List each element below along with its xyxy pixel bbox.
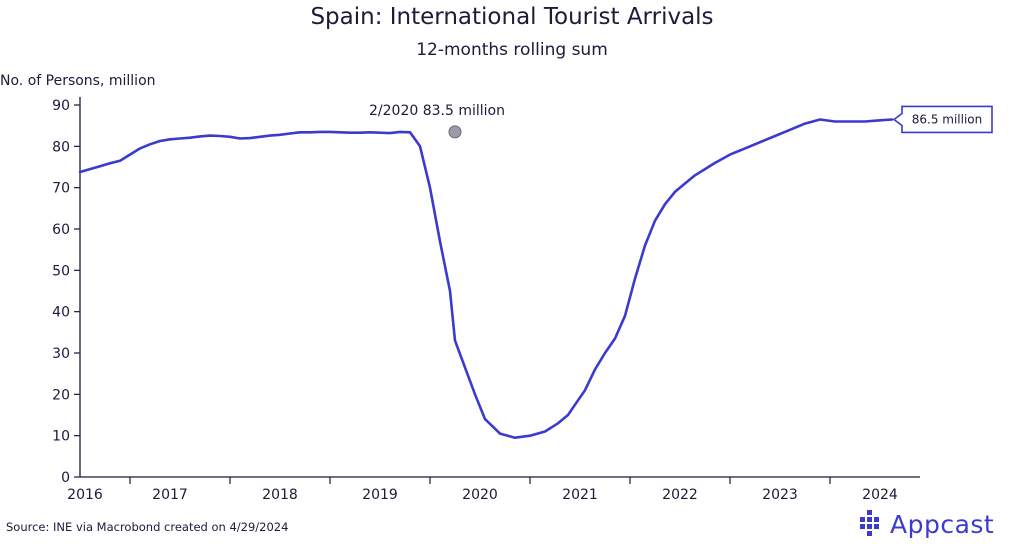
x-tick-label: 2020	[462, 487, 498, 503]
y-tick-label: 20	[52, 387, 70, 403]
x-tick-label: 2016	[67, 487, 103, 503]
x-tick-label: 2024	[862, 487, 898, 503]
y-tick-label: 10	[52, 429, 70, 445]
chart-subtitle: 12-months rolling sum	[416, 40, 608, 60]
appcast-logo: Appcast	[858, 508, 994, 540]
last-value-callout	[892, 105, 993, 134]
series-layer	[78, 118, 894, 439]
y-tick-label: 40	[52, 305, 70, 321]
annotation-layer: 2/2020 83.5 million 86.5 million	[369, 103, 993, 139]
y-tick-label: 60	[52, 222, 70, 238]
y-tick-label: 80	[52, 139, 70, 155]
peak-annotation-label: 2/2020 83.5 million	[369, 103, 505, 119]
x-tick-label: 2017	[152, 487, 188, 503]
peak-marker	[448, 125, 462, 139]
y-tick-label: 70	[52, 181, 70, 197]
y-tick-label: 50	[52, 263, 70, 279]
chart-axes: 0 10 20 30 40 50 60 70 80 90 2016 2017 2018 2019 2020 2…	[52, 97, 920, 503]
y-axis-label: No. of Persons, million	[0, 73, 156, 89]
y-tick-label: 0	[61, 470, 70, 486]
appcast-logo-icon	[860, 510, 879, 536]
source-note: Source: INE via Macrobond created on 4/2…	[6, 520, 289, 534]
series-line	[78, 118, 894, 439]
appcast-logo-text: Appcast	[890, 509, 995, 539]
y-tick-label: 90	[52, 98, 70, 114]
x-tick-label: 2023	[762, 487, 798, 503]
x-tick-label: 2019	[362, 487, 398, 503]
x-tick-label: 2018	[262, 487, 298, 503]
y-tick-label: 30	[52, 346, 70, 362]
x-tick-label: 2022	[662, 487, 698, 503]
last-value-label: 86.5 million	[912, 112, 983, 126]
chart-title: Spain: International Tourist Arrivals	[310, 4, 714, 30]
x-tick-label: 2021	[562, 487, 598, 503]
